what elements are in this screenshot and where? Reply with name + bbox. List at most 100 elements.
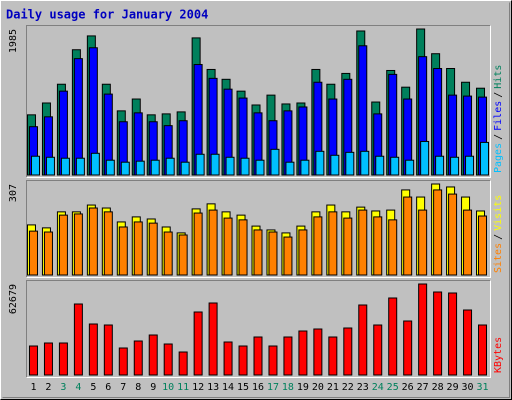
bar [73, 58, 83, 176]
bar [313, 216, 323, 276]
bar [420, 140, 430, 176]
bar [180, 161, 190, 176]
bar [163, 343, 173, 376]
bar [178, 351, 188, 376]
bar [418, 209, 428, 276]
bar [358, 209, 368, 276]
x-tick-label: 4 [75, 382, 81, 393]
legend-separator: / [493, 234, 504, 240]
bar [315, 150, 325, 176]
bar [300, 159, 310, 176]
bar [58, 342, 68, 376]
bar [193, 212, 203, 276]
bar [255, 159, 265, 176]
bar [360, 150, 370, 176]
bar [223, 217, 233, 276]
bar [43, 342, 53, 376]
bar [253, 229, 263, 276]
bar [448, 193, 458, 276]
x-tick-label: 16 [252, 382, 264, 393]
y-tick-label: 307 [8, 184, 19, 202]
bar [253, 336, 263, 376]
bar [105, 159, 115, 176]
y-tick-label: 62679 [8, 284, 19, 314]
bar [150, 159, 160, 176]
x-tick-label: 27 [417, 382, 429, 393]
bar [118, 226, 128, 276]
bar [43, 231, 53, 276]
x-tick-label: 5 [90, 382, 96, 393]
panel-shade [26, 280, 491, 378]
legend-entry: Hits [493, 65, 504, 89]
x-tick-label: 25 [387, 382, 399, 393]
x-tick-label: 19 [297, 382, 309, 393]
bar [163, 231, 173, 276]
bar [178, 234, 188, 276]
x-tick-label: 30 [462, 382, 474, 393]
x-tick-label: 24 [372, 382, 384, 393]
bar [118, 347, 128, 376]
bar [373, 216, 383, 276]
bar [480, 141, 490, 176]
bar [283, 236, 293, 276]
bar [133, 340, 143, 376]
legend-entry: Pages [493, 143, 504, 173]
bar [268, 345, 278, 376]
bar [120, 161, 130, 176]
bar [330, 154, 340, 176]
x-tick-label: 26 [402, 382, 414, 393]
bar [433, 291, 443, 376]
bar [103, 324, 113, 376]
bar [298, 330, 308, 376]
panel-light [26, 180, 491, 278]
x-tick-label: 7 [120, 382, 126, 393]
bar [373, 324, 383, 376]
bar [195, 153, 205, 176]
bar [405, 159, 415, 176]
legend: Sites / Visits [493, 195, 504, 273]
y-tick-label: 1985 [8, 29, 19, 53]
bar [465, 155, 475, 176]
legend-entry: Visits [493, 195, 504, 231]
bar [343, 217, 353, 276]
x-tick-label: 23 [357, 382, 369, 393]
legend-separator: / [493, 134, 504, 140]
bar [225, 156, 235, 176]
bar [343, 327, 353, 376]
x-tick-label: 2 [45, 382, 51, 393]
x-tick-label: 3 [60, 382, 66, 393]
bar [238, 219, 248, 276]
chart-title: Daily usage for January 2004 [6, 8, 208, 22]
bar [135, 160, 145, 176]
bar [433, 189, 443, 276]
bar [388, 219, 398, 276]
panel-shade [26, 25, 491, 178]
bar [285, 161, 295, 176]
x-tick-label: 17 [267, 382, 279, 393]
bar [418, 283, 428, 376]
bar [73, 213, 83, 276]
bar [240, 157, 250, 176]
x-tick-label: 29 [447, 382, 459, 393]
x-tick-label: 12 [192, 382, 204, 393]
bar [73, 303, 83, 376]
bar [90, 152, 100, 176]
bar [375, 155, 385, 176]
bar [313, 328, 323, 376]
bar [60, 157, 70, 176]
bar [103, 211, 113, 276]
bar [345, 151, 355, 176]
bar [390, 156, 400, 176]
x-tick-label: 21 [327, 382, 339, 393]
panel-shade [26, 180, 491, 278]
bar [463, 309, 473, 376]
bar [238, 345, 248, 376]
bar [193, 311, 203, 376]
legend-separator: / [493, 92, 504, 98]
x-tick-label: 1 [30, 382, 36, 393]
bar [403, 320, 413, 376]
x-tick-label: 13 [207, 382, 219, 393]
